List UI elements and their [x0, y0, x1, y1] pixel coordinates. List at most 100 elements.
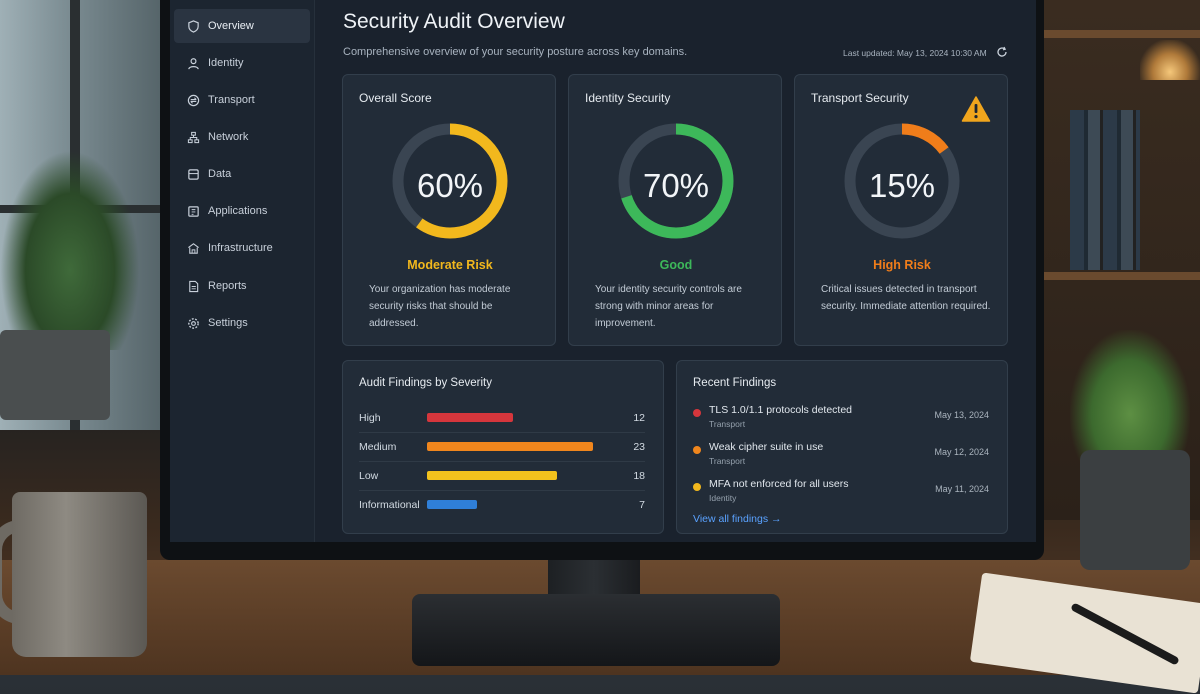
severity-bar-track: [427, 471, 607, 480]
sidebar-item-identity[interactable]: Identity: [174, 46, 310, 80]
finding-list-item[interactable]: TLS 1.0/1.1 protocols detected Transport M…: [693, 404, 989, 440]
score-gauge: [844, 123, 960, 239]
card-title: Overall Score: [359, 91, 432, 105]
transport-icon: [186, 93, 200, 107]
score-description: Your organization has moderate security …: [369, 284, 511, 329]
severity-label: High: [359, 411, 381, 424]
sidebar-item-reports[interactable]: Reports: [174, 269, 310, 303]
shelf-board: [1040, 30, 1200, 38]
monitor-screen: Overview Identity Transport Network Data: [170, 0, 1036, 542]
card-title: Identity Security: [585, 91, 671, 105]
database-icon: [186, 167, 200, 181]
page-title: Security Audit Overview: [343, 10, 565, 33]
finding-list-item[interactable]: MFA not enforced for all users Identity Ma…: [693, 478, 989, 514]
sidebar-item-label: Identity: [208, 57, 244, 69]
sidebar-item-label: Transport: [208, 94, 255, 106]
severity-bar: [427, 442, 593, 451]
severity-row: Informational 7: [359, 490, 645, 519]
severity-dot: [693, 409, 701, 417]
shield-icon: [186, 19, 200, 33]
refresh-icon[interactable]: [996, 46, 1008, 58]
sidebar-item-settings[interactable]: Settings: [174, 306, 310, 340]
severity-bar-track: [427, 413, 607, 422]
sidebar-item-label: Settings: [208, 317, 248, 329]
network-icon: [186, 130, 200, 144]
severity-bar: [427, 500, 478, 509]
plant-pot: [0, 330, 110, 420]
recent-findings-card: Recent Findings TLS 1.0/1.1 protocols de…: [676, 360, 1008, 534]
sidebar-item-overview[interactable]: Overview: [174, 9, 310, 43]
finding-title: Weak cipher suite in use: [709, 441, 824, 453]
severity-row: Medium 23: [359, 432, 645, 462]
sidebar-item-label: Reports: [208, 280, 247, 292]
main-content: Security Audit Overview Comprehensive ov…: [314, 0, 1036, 542]
overall-score-card: Overall Score 60% Moderate Risk Your org…: [342, 74, 556, 346]
last-updated: Last updated: May 13, 2024 10:30 AM: [843, 48, 987, 58]
finding-date: May 11, 2024: [935, 484, 989, 494]
view-all-findings-link[interactable]: View all findings →: [693, 513, 782, 525]
finding-date: May 13, 2024: [934, 410, 989, 420]
monitor-base: [412, 594, 780, 666]
sidebar-item-label: Data: [208, 168, 232, 180]
score-value: 70%: [642, 167, 710, 204]
finding-date: May 12, 2024: [934, 447, 989, 457]
severity-count: 12: [633, 411, 645, 424]
score-value: 60%: [416, 167, 484, 204]
sidebar-item-infrastructure[interactable]: Infrastructure: [174, 231, 310, 265]
finding-category: Identity: [709, 493, 737, 503]
severity-bar-track: [427, 442, 607, 451]
sidebar-item-label: Overview: [208, 20, 254, 32]
gauge-arc: [844, 123, 960, 239]
lamp: [1140, 40, 1200, 80]
shelf-board: [1040, 272, 1200, 280]
card-title: Audit Findings by Severity: [359, 377, 492, 389]
severity-count: 23: [633, 440, 645, 453]
sidebar-item-applications[interactable]: Applications: [174, 194, 310, 228]
sidebar: Overview Identity Transport Network Data: [170, 0, 315, 542]
severity-label: Low: [359, 469, 379, 482]
severity-label: Medium: [359, 440, 397, 453]
plant: [1070, 330, 1190, 470]
transport-security-card: Transport Security 15% High Risk Critica…: [794, 74, 1008, 346]
finding-category: Transport: [709, 419, 746, 429]
plant-pot: [1080, 450, 1190, 570]
score-status: High Risk: [873, 258, 931, 272]
score-description: Critical issues detected in transport se…: [821, 284, 991, 312]
score-value: 15%: [868, 167, 936, 204]
gauge-arc: [392, 123, 508, 239]
severity-bar: [427, 471, 557, 480]
user-icon: [186, 56, 200, 70]
page-subtitle: Comprehensive overview of your security …: [343, 46, 688, 58]
severity-row: Low 18: [359, 461, 645, 491]
severity-dot: [693, 446, 701, 454]
sidebar-item-label: Applications: [208, 205, 268, 217]
coffee-mug: [12, 492, 147, 657]
card-title: Recent Findings: [693, 377, 777, 389]
plant: [0, 150, 140, 350]
books: [1070, 110, 1140, 270]
gauge-arc: [618, 123, 734, 239]
sidebar-item-transport[interactable]: Transport: [174, 83, 310, 117]
severity-bar-track: [427, 500, 607, 509]
score-gauge: [618, 123, 734, 239]
sidebar-item-network[interactable]: Network: [174, 120, 310, 154]
infrastructure-icon: [186, 241, 200, 255]
gear-icon: [186, 316, 200, 330]
severity-count: 18: [633, 469, 645, 482]
report-icon: [186, 279, 200, 293]
warning-icon: [961, 96, 991, 122]
severity-dot: [693, 483, 701, 491]
sidebar-item-data[interactable]: Data: [174, 157, 310, 191]
finding-title: TLS 1.0/1.1 protocols detected: [709, 404, 853, 416]
card-title: Transport Security: [811, 91, 909, 105]
findings-by-severity-card: Audit Findings by Severity High 12 Medium 2…: [342, 360, 664, 534]
applications-icon: [186, 204, 200, 218]
score-status: Good: [659, 258, 693, 272]
finding-list-item[interactable]: Weak cipher suite in use Transport May 12,…: [693, 441, 989, 477]
finding-category: Transport: [709, 456, 746, 466]
severity-bar: [427, 413, 514, 422]
score-description: Your identity security controls are stro…: [595, 284, 742, 329]
finding-title: MFA not enforced for all users: [709, 478, 849, 490]
score-gauge: [392, 123, 508, 239]
